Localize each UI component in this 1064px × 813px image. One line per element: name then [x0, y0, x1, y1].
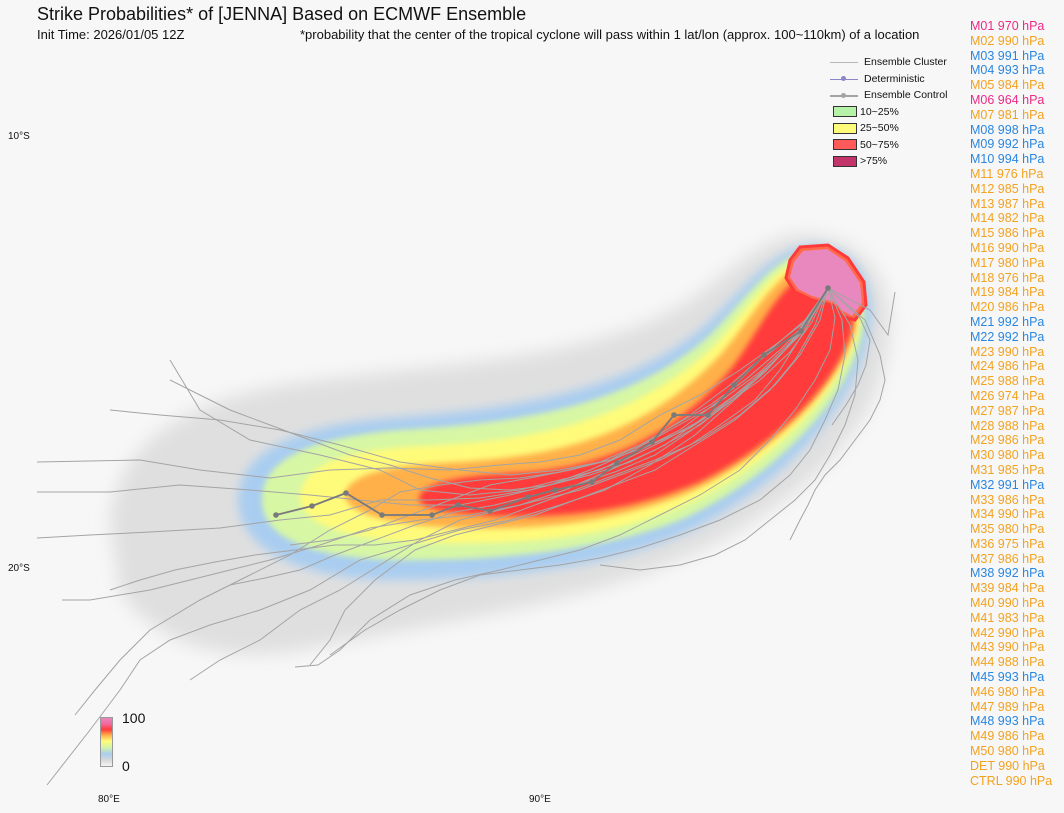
- map-legend: Ensemble Cluster Deterministic Ensemble …: [830, 54, 958, 170]
- deterministic-track-points: [273, 285, 831, 518]
- probability-footnote: *probability that the center of the trop…: [300, 27, 920, 42]
- member-pressure-item: M22 992 hPa: [970, 329, 1045, 344]
- member-pressure-item: M46 980 hPa: [970, 684, 1045, 699]
- probability-colorbar: [100, 717, 113, 767]
- member-pressure-item: M39 984 hPa: [970, 581, 1045, 596]
- member-pressure-item: M44 988 hPa: [970, 655, 1045, 670]
- member-pressure-item: M37 986 hPa: [970, 551, 1045, 566]
- member-pressure-item: M19 984 hPa: [970, 285, 1045, 300]
- member-pressure-item: M40 990 hPa: [970, 596, 1045, 611]
- member-pressure-item: M45 993 hPa: [970, 670, 1045, 685]
- colorbar-min-label: 0: [122, 758, 130, 774]
- member-pressure-item: M05 984 hPa: [970, 78, 1045, 93]
- legend-label: >75%: [860, 155, 888, 168]
- member-pressure-item: M30 980 hPa: [970, 448, 1045, 463]
- member-pressure-item: M17 980 hPa: [970, 255, 1045, 270]
- member-pressure-item: M48 993 hPa: [970, 714, 1045, 729]
- member-pressure-item: M06 964 hPa: [970, 92, 1045, 107]
- probability-shade-red: [419, 268, 854, 517]
- strike-probability-map: [36, 234, 896, 786]
- member-pressure-item: M08 998 hPa: [970, 122, 1045, 137]
- legend-item-deterministic: Deterministic: [830, 71, 958, 88]
- legend-label: Ensemble Control: [864, 89, 948, 102]
- legend-label: 25~50%: [860, 122, 899, 135]
- member-pressure-item: CTRL 990 hPa: [970, 773, 1053, 788]
- member-pressure-item: M21 992 hPa: [970, 314, 1045, 329]
- lat-label-20s: 20°S: [8, 563, 30, 574]
- member-pressure-item: M31 985 hPa: [970, 462, 1045, 477]
- thin-line-icon: [830, 56, 858, 68]
- member-pressure-item: M50 980 hPa: [970, 744, 1045, 759]
- member-pressure-item: M47 989 hPa: [970, 699, 1045, 714]
- member-pressure-item: M14 982 hPa: [970, 211, 1045, 226]
- lat-label-10s: 10°S: [8, 131, 30, 142]
- member-pressure-item: M15 986 hPa: [970, 226, 1045, 241]
- legend-item-bin-75: >75%: [830, 153, 958, 170]
- member-pressure-item: M34 990 hPa: [970, 507, 1045, 522]
- member-pressure-item: M03 991 hPa: [970, 48, 1045, 63]
- member-pressure-item: M12 985 hPa: [970, 181, 1045, 196]
- line-with-dot-icon: [830, 73, 858, 85]
- color-swatch: [833, 106, 857, 118]
- member-pressure-item: M35 980 hPa: [970, 522, 1045, 537]
- member-pressure-item: M41 983 hPa: [970, 610, 1045, 625]
- member-pressure-item: M16 990 hPa: [970, 240, 1045, 255]
- member-pressure-item: M26 974 hPa: [970, 388, 1045, 403]
- deterministic-track: [275, 287, 829, 516]
- legend-item-bin-25-50: 25~50%: [830, 120, 958, 137]
- member-pressure-item: M01 970 hPa: [970, 19, 1045, 33]
- member-pressure-item: M38 992 hPa: [970, 566, 1045, 581]
- member-pressure-item: M18 976 hPa: [970, 270, 1045, 285]
- member-pressure-item: M11 976 hPa: [970, 166, 1044, 181]
- member-pressure-item: M33 986 hPa: [970, 492, 1045, 507]
- legend-item-ensemble-control: Ensemble Control: [830, 87, 958, 104]
- color-swatch: [833, 155, 857, 167]
- member-pressure-item: M09 992 hPa: [970, 137, 1045, 152]
- legend-label: 10~25%: [860, 105, 899, 118]
- member-pressure-item: M07 981 hPa: [970, 107, 1045, 122]
- legend-label: Deterministic: [864, 72, 925, 85]
- member-pressure-item: M25 988 hPa: [970, 374, 1045, 389]
- member-pressure-item: M49 986 hPa: [970, 729, 1045, 744]
- color-swatch: [833, 122, 857, 134]
- legend-item-bin-50-75: 50~75%: [830, 137, 958, 154]
- member-pressure-item: M27 987 hPa: [970, 403, 1045, 418]
- member-pressure-item: M43 990 hPa: [970, 640, 1045, 655]
- colorbar-max-label: 100: [122, 710, 146, 726]
- member-pressure-item: M10 994 hPa: [970, 152, 1045, 167]
- member-pressure-list: M01 970 hPa M02 990 hPa M03 991 hPa M04 993…: [970, 19, 1064, 788]
- member-pressure-item: M02 990 hPa: [970, 33, 1045, 48]
- member-pressure-item: M04 993 hPa: [970, 63, 1045, 78]
- member-pressure-item: M32 991 hPa: [970, 477, 1045, 492]
- member-pressure-item: M23 990 hPa: [970, 344, 1045, 359]
- member-pressure-item: M20 986 hPa: [970, 300, 1045, 315]
- member-pressure-item: M13 987 hPa: [970, 196, 1045, 211]
- line-with-dot-icon: [830, 89, 858, 101]
- member-pressure-item: M24 986 hPa: [970, 359, 1045, 374]
- legend-label: Ensemble Cluster: [864, 56, 947, 69]
- color-swatch: [833, 139, 857, 151]
- init-time: Init Time: 2026/01/05 12Z: [37, 27, 185, 42]
- legend-label: 50~75%: [860, 138, 899, 151]
- ensemble-cluster-tracks: [36, 287, 896, 786]
- legend-item-bin-10-25: 10~25%: [830, 104, 958, 121]
- lon-label-90e: 90°E: [529, 794, 551, 805]
- member-pressure-item: M36 975 hPa: [970, 536, 1045, 551]
- map-title: Strike Probabilities* of [JENNA] Based o…: [37, 4, 527, 24]
- member-pressure-item: DET 990 hPa: [970, 758, 1045, 773]
- member-pressure-item: M28 988 hPa: [970, 418, 1045, 433]
- member-pressure-item: M42 990 hPa: [970, 625, 1045, 640]
- legend-item-ensemble-cluster: Ensemble Cluster: [830, 54, 958, 71]
- lon-label-80e: 80°E: [98, 794, 120, 805]
- probability-shade-core: [784, 243, 868, 322]
- member-pressure-item: M29 986 hPa: [970, 433, 1045, 448]
